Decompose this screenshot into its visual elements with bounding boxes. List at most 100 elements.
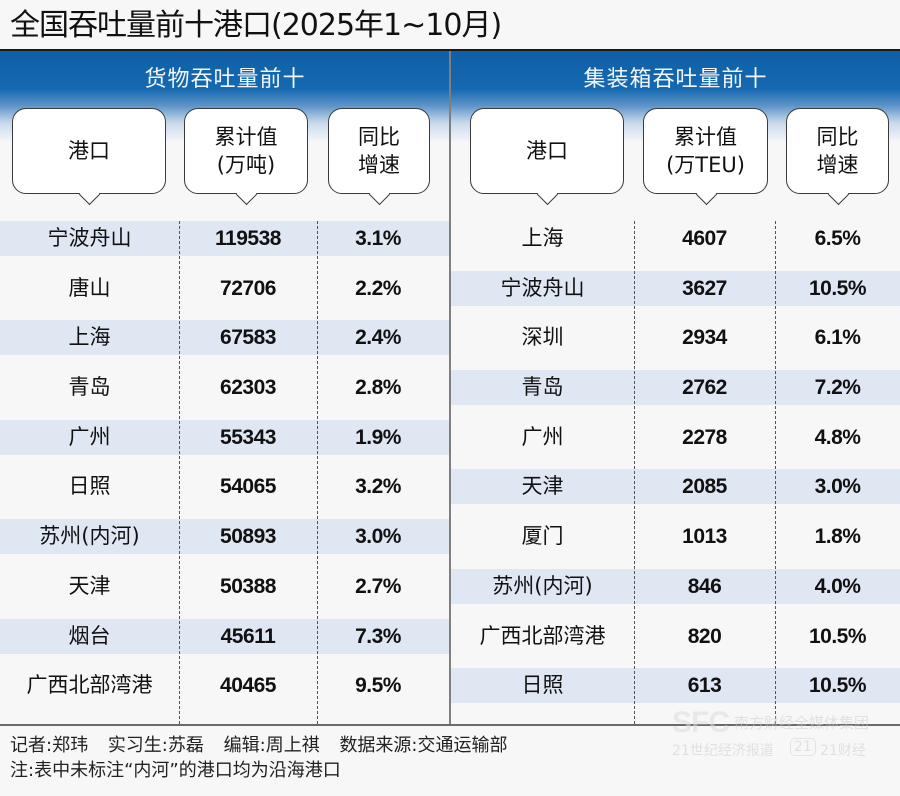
container-band-title: 集装箱吞吐量前十 [583, 67, 768, 92]
table-row: 唐山 72706 2.2% [0, 268, 450, 318]
growth-cell: 3.0% [355, 525, 401, 549]
title-rule [0, 49, 900, 51]
port-cell: 苏州(内河) [39, 524, 140, 549]
growth-cell: 6.5% [814, 227, 861, 250]
header-label: 同比 增速 [358, 125, 400, 177]
table-row: 日照 613 10.5% [451, 665, 900, 715]
cargo-header-port: 港口 [12, 108, 166, 194]
sfc-logo-icon: SFC [672, 706, 730, 739]
port-cell: 上海 [68, 325, 111, 350]
panel-divider [449, 51, 451, 725]
column-divider [634, 221, 635, 724]
value-cell: 2762 [682, 376, 727, 400]
growth-cell: 3.0% [814, 475, 861, 499]
table-row: 烟台 45611 7.3% [0, 616, 450, 666]
table-row: 宁波舟山 119538 3.1% [0, 218, 450, 268]
watermark-org: 南方财经全媒体集团 [734, 714, 870, 732]
port-cell: 宁波舟山 [500, 275, 585, 300]
growth-cell: 4.0% [814, 574, 861, 598]
editor-credit: 编辑:周上祺 [223, 735, 320, 756]
column-divider [317, 221, 318, 724]
value-cell: 846 [687, 574, 722, 598]
header-label: 港口 [68, 139, 110, 163]
port-cell: 唐山 [68, 275, 111, 300]
value-cell: 67583 [220, 326, 276, 350]
watermark-logo: SFC 南方财经全媒体集团 21世纪经济报道 21 21财经 [672, 706, 892, 766]
table-bottom-rule [0, 724, 900, 726]
header-label: 累计值 (万吨) [214, 125, 278, 177]
credits-line: 记者:郑玮 实习生:苏磊 编辑:周上祺 数据来源:交通运输部 [10, 733, 508, 758]
column-divider [179, 221, 180, 724]
table-row: 广西北部湾港 40465 9.5% [0, 665, 450, 715]
container-header-port: 港口 [470, 108, 624, 194]
table-row: 上海 67583 2.4% [0, 317, 450, 367]
growth-cell: 4.8% [814, 425, 861, 449]
growth-cell: 10.5% [808, 624, 867, 648]
port-cell: 烟台 [68, 623, 111, 648]
growth-cell: 1.9% [355, 425, 401, 449]
growth-cell: 7.3% [355, 624, 401, 648]
port-cell: 青岛 [68, 375, 111, 400]
value-cell: 50388 [220, 574, 276, 598]
brand-21-badge-icon: 21 [790, 738, 816, 756]
growth-cell: 2.2% [355, 276, 401, 300]
port-cell: 日照 [521, 673, 564, 698]
page-title: 全国吞吐量前十港口(2025年1~10月) [10, 8, 502, 43]
port-cell: 广州 [68, 424, 111, 449]
value-cell: 2085 [682, 475, 727, 499]
data-source: 数据来源:交通运输部 [339, 735, 508, 756]
table-row: 天津 50388 2.7% [0, 566, 450, 616]
value-cell: 3627 [682, 276, 727, 300]
container-rows: 上海 4607 6.5% 宁波舟山 3627 10.5% 深圳 2934 6.1% 青岛 27… [451, 218, 900, 715]
table-row: 上海 4607 6.5% [451, 218, 900, 268]
growth-cell: 3.1% [355, 227, 401, 250]
table-row: 青岛 2762 7.2% [451, 367, 900, 417]
growth-cell: 2.7% [355, 574, 401, 598]
port-cell: 天津 [68, 573, 111, 598]
cargo-header-growth: 同比 增速 [328, 108, 430, 194]
table-row: 广州 55343 1.9% [0, 417, 450, 467]
port-cell: 广西北部湾港 [479, 623, 606, 648]
table-row: 苏州(内河) 846 4.0% [451, 566, 900, 616]
port-cell: 广西北部湾港 [26, 673, 153, 698]
port-cell: 深圳 [521, 325, 564, 350]
growth-cell: 10.5% [808, 674, 867, 698]
port-cell: 宁波舟山 [47, 226, 132, 250]
value-cell: 62303 [220, 376, 276, 400]
table-row: 厦门 1013 1.8% [451, 516, 900, 566]
port-cell: 日照 [68, 474, 111, 499]
port-cell: 上海 [521, 226, 564, 250]
header-label: 同比 增速 [816, 125, 859, 177]
container-header-growth: 同比 增速 [786, 108, 889, 194]
table-row: 深圳 2934 6.1% [451, 317, 900, 367]
table-row: 天津 2085 3.0% [451, 466, 900, 516]
credits-footer: 记者:郑玮 实习生:苏磊 编辑:周上祺 数据来源:交通运输部 注:表中未标注“内… [10, 733, 508, 783]
header-label: 港口 [526, 139, 568, 163]
watermark-brand2: 21财经 [820, 743, 866, 759]
port-cell: 厦门 [521, 524, 564, 549]
value-cell: 55343 [220, 425, 276, 449]
table-row: 日照 54065 3.2% [0, 466, 450, 516]
value-cell: 2278 [682, 425, 727, 449]
value-cell: 820 [687, 624, 722, 648]
container-header-value: 累计值 (万TEU) [643, 108, 768, 194]
value-cell: 1013 [682, 525, 727, 549]
value-cell: 2934 [682, 326, 727, 350]
value-cell: 4607 [682, 227, 727, 250]
growth-cell: 1.8% [814, 525, 861, 549]
value-cell: 119538 [215, 227, 281, 250]
column-divider [775, 221, 776, 724]
growth-cell: 10.5% [808, 276, 867, 300]
port-cell: 广州 [521, 424, 564, 449]
container-table: 集装箱吞吐量前十 港口 累计值 (万TEU) 同比 增速 上海 4607 6.5% 宁波… [451, 51, 900, 724]
growth-cell: 9.5% [355, 674, 401, 698]
value-cell: 40465 [220, 674, 276, 698]
value-cell: 45611 [220, 624, 276, 648]
table-row: 宁波舟山 3627 10.5% [451, 268, 900, 318]
intern-credit: 实习生:苏磊 [107, 735, 204, 756]
growth-cell: 2.4% [355, 326, 401, 350]
table-row: 广州 2278 4.8% [451, 417, 900, 467]
table-row: 苏州(内河) 50893 3.0% [0, 516, 450, 566]
growth-cell: 3.2% [355, 475, 401, 499]
cargo-header-value: 累计值 (万吨) [184, 108, 308, 194]
